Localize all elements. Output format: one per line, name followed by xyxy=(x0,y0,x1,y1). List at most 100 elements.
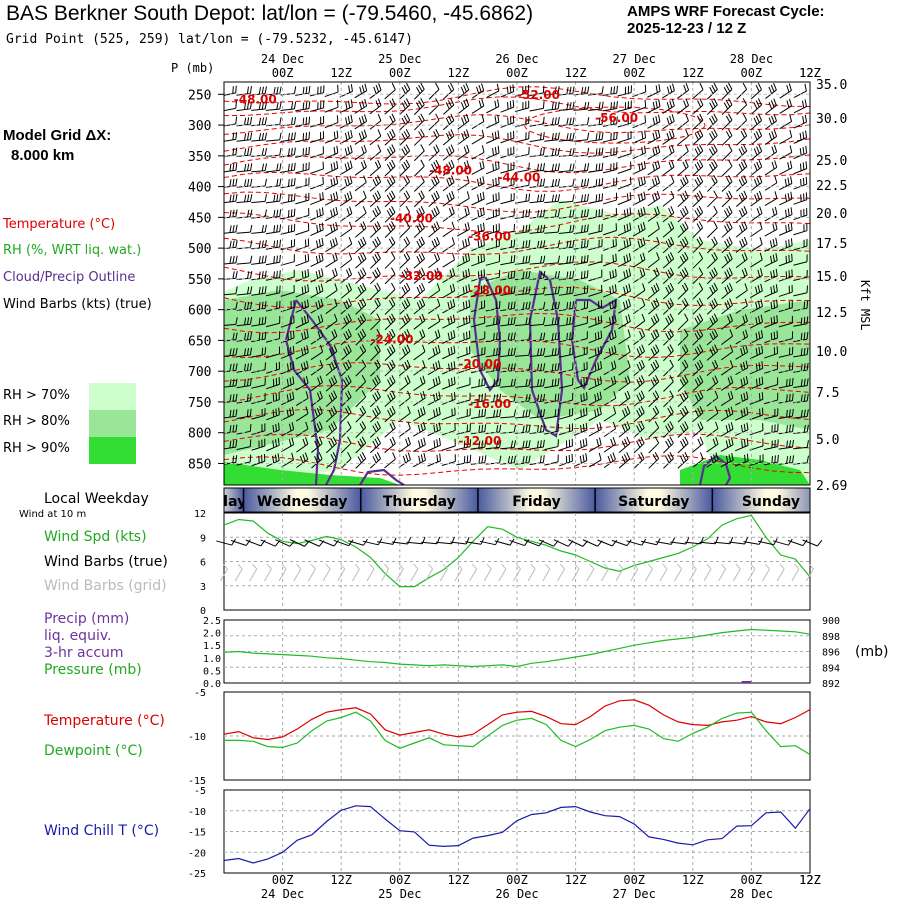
wind-barb xyxy=(793,99,807,114)
wind-barb xyxy=(779,176,793,191)
wind-barb xyxy=(793,223,808,236)
wind-barb xyxy=(603,345,617,360)
wind-barb xyxy=(265,316,281,328)
wind-barb xyxy=(485,440,502,450)
wind-barb xyxy=(251,286,267,296)
model-grid: Model Grid ΔX: 8.000 km xyxy=(3,126,111,166)
wind-barb xyxy=(310,283,324,299)
wind-barb xyxy=(779,83,792,99)
wind-barb xyxy=(384,205,396,223)
wind-barb xyxy=(648,375,660,392)
sfc-wind-barb-grid xyxy=(381,563,390,582)
wind-barb xyxy=(470,424,487,435)
wind-barb xyxy=(558,362,574,374)
wind-barb xyxy=(677,251,689,269)
wind-barb xyxy=(384,251,396,269)
wind-barb xyxy=(529,101,545,112)
grid-point-label: Grid Point (525, 259) lat/lon = (-79.523… xyxy=(6,32,413,47)
wind-barb xyxy=(779,191,793,206)
wind-barb xyxy=(500,99,515,113)
wind-barb xyxy=(618,452,631,469)
wind-barb xyxy=(778,300,793,313)
wind-barb xyxy=(779,160,793,175)
wind-barb xyxy=(325,390,338,407)
sfc-wind-barb-grid xyxy=(454,563,463,582)
weekday-name: Saturday xyxy=(618,494,689,510)
wind-barb xyxy=(280,345,295,359)
temperature-label: -12.00 xyxy=(458,434,501,448)
wind-barb xyxy=(456,330,471,344)
wind-barb xyxy=(677,236,689,254)
wind-barb xyxy=(457,98,470,115)
wind-barb xyxy=(485,238,500,251)
temperature-contour xyxy=(224,408,810,430)
top-date-label: 24 Dec xyxy=(261,52,304,66)
wind-barb xyxy=(310,375,323,392)
top-hour-label: 12Z xyxy=(565,66,587,80)
sfc-wind-barb-true xyxy=(230,539,251,546)
wind-barb xyxy=(648,421,660,438)
panel-tick-label: 12 xyxy=(194,509,206,520)
wind-barb xyxy=(663,328,674,346)
wind-barb xyxy=(295,299,309,313)
sfc-wind-barb-true xyxy=(655,537,675,545)
wind-barb xyxy=(251,270,267,281)
wind-barb xyxy=(251,224,267,234)
wind-barb xyxy=(413,205,425,223)
wind-barb xyxy=(324,100,339,113)
wind-barb xyxy=(618,406,631,423)
wind-barb xyxy=(384,390,396,407)
wind-barb xyxy=(706,190,718,208)
wind-barb xyxy=(413,375,426,391)
temperature-contour xyxy=(224,114,810,135)
wind-barb xyxy=(750,129,763,146)
wind-barb xyxy=(442,190,455,207)
wind-barb xyxy=(399,82,411,100)
wind-barb xyxy=(632,191,646,206)
wind-barb xyxy=(384,405,396,423)
wind-barb xyxy=(632,130,647,144)
wind-barb xyxy=(764,160,778,176)
wind-barb xyxy=(662,83,675,99)
wind-barb xyxy=(588,330,603,344)
wind-barb xyxy=(677,313,689,331)
weekday-cell xyxy=(224,488,244,512)
legend-accum: 3-hr accum xyxy=(44,645,124,661)
sfc-wind-barb-grid xyxy=(791,563,800,582)
wind-barb xyxy=(588,406,602,421)
wind-barb xyxy=(265,193,282,204)
wind-barb xyxy=(778,346,794,358)
wind-barb xyxy=(324,145,339,160)
wind-barb xyxy=(471,129,485,145)
panel-tick-label: -20 xyxy=(188,848,206,859)
wind-barb xyxy=(648,298,660,315)
temperature-contour xyxy=(224,385,810,407)
wind-barb xyxy=(340,252,353,269)
bottom-hour-label: 00Z xyxy=(623,873,645,887)
wind-barb xyxy=(236,163,253,173)
sfc-wind-barb-true xyxy=(640,538,661,546)
wind-barb xyxy=(310,406,323,422)
wind-barb xyxy=(529,193,546,204)
wind-barb xyxy=(442,159,455,176)
wind-barb xyxy=(325,451,337,469)
wind-barb xyxy=(236,132,253,142)
wind-barb xyxy=(618,314,631,330)
wind-barb xyxy=(236,286,253,296)
wind-barb xyxy=(224,178,238,188)
wind-barb xyxy=(573,407,588,421)
wind-barb xyxy=(588,223,603,235)
wind-barb xyxy=(280,208,296,220)
wind-barb xyxy=(236,255,253,265)
bottom-hour-label: 12Z xyxy=(448,873,470,887)
wind-barb xyxy=(500,161,515,174)
wind-barb xyxy=(721,267,733,284)
wind-barb xyxy=(354,129,367,145)
wind-barb xyxy=(721,329,734,346)
sfc-wind-barb-true xyxy=(802,539,823,547)
wind-barb xyxy=(355,298,367,315)
series-line xyxy=(224,711,811,756)
wind-barb xyxy=(692,190,704,208)
wind-barb xyxy=(648,451,660,469)
wind-barb xyxy=(720,437,734,452)
